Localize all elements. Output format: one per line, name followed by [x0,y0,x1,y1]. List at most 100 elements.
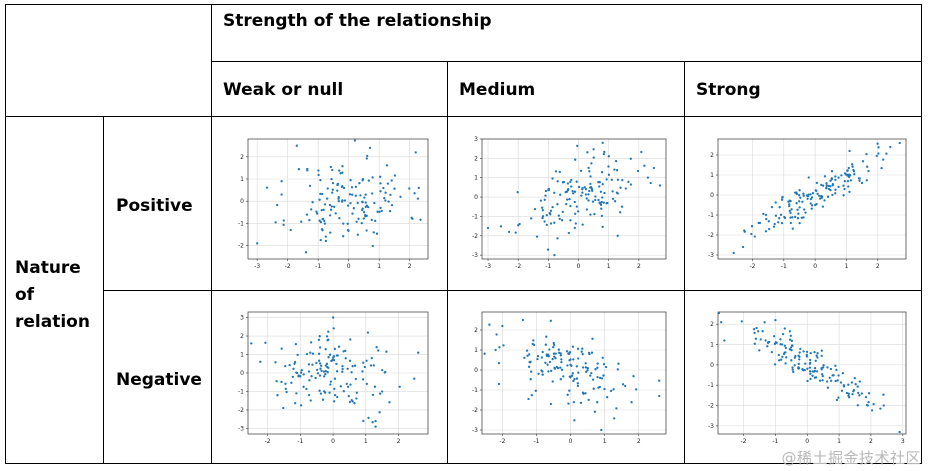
data-point [553,366,556,370]
data-point [282,219,285,222]
data-point [328,353,332,356]
data-point [302,385,305,388]
data-point [898,141,901,145]
data-point [789,211,792,215]
data-point [821,379,824,382]
data-point [527,365,531,368]
data-point [341,365,344,368]
data-point [569,363,572,366]
data-point [362,211,366,214]
data-point [784,362,787,365]
data-point [823,175,827,178]
data-point [568,389,571,392]
data-point [763,321,766,324]
data-point [284,387,287,391]
data-point [319,178,322,182]
data-point [590,351,594,354]
data-point [570,374,574,377]
data-point [831,193,834,197]
y-tick-label: -2 [708,403,714,410]
data-point [317,338,321,341]
data-point [779,338,782,341]
data-point [872,402,875,406]
data-point [349,179,352,182]
data-point [375,232,379,235]
data-point [860,392,864,395]
data-point [553,191,556,194]
x-tick-label: -2 [499,438,505,445]
data-point [275,380,278,383]
data-point [762,212,765,216]
data-point [337,345,341,348]
data-point [486,226,490,230]
data-point [364,193,367,196]
data-point [371,244,374,248]
data-point [317,169,320,172]
data-point [589,374,592,377]
x-tick-label: 0 [569,438,573,445]
data-point [600,214,604,218]
data-point [530,394,533,397]
data-point [333,347,337,351]
y-tick-label: -3 [472,427,478,434]
data-point [852,389,856,392]
data-point [581,353,584,356]
x-tick-label: 1 [837,438,841,445]
data-point [818,194,821,198]
data-point [591,200,595,203]
data-point [318,374,322,377]
data-point [611,190,614,193]
y-tick-label: 3 [240,315,244,322]
data-point [843,180,846,183]
data-point [374,419,377,423]
data-point [616,192,619,195]
data-point [413,192,416,195]
data-point [533,207,537,211]
data-point [828,376,831,379]
data-point [388,401,391,404]
data-point [753,235,756,238]
y-tick-label: 0 [240,198,244,205]
data-point [866,404,869,407]
data-point [612,388,615,391]
data-point [408,187,411,190]
data-point [530,370,533,373]
data-point [804,211,807,214]
data-point [848,175,851,179]
data-point [556,203,559,206]
data-point [570,178,573,182]
data-point [315,361,318,365]
data-point [609,389,613,393]
data-point [354,194,357,197]
data-point [558,217,561,221]
data-point [326,197,329,200]
data-point [388,209,392,213]
data-point [573,377,576,381]
data-point [821,373,824,376]
data-point [371,192,374,195]
data-point [319,392,323,395]
data-point [374,219,377,223]
data-point [804,362,807,365]
data-point [586,367,589,370]
data-point [885,152,888,155]
data-point [830,177,833,180]
data-point [858,179,861,182]
column-header-strong: Strong [696,80,761,100]
data-point [582,366,585,369]
data-point [593,410,597,413]
row-divider-positive-negative [103,290,922,291]
data-point [877,152,880,155]
y-tick-label: 1 [240,352,244,359]
data-point [767,340,770,344]
data-point [572,358,575,361]
data-point [544,189,548,193]
data-point [497,361,501,365]
data-point [596,362,599,365]
data-point [341,367,344,371]
data-point [342,186,346,190]
data-point [600,200,603,204]
data-point [318,362,322,365]
data-point [857,177,861,180]
data-point [320,364,323,367]
